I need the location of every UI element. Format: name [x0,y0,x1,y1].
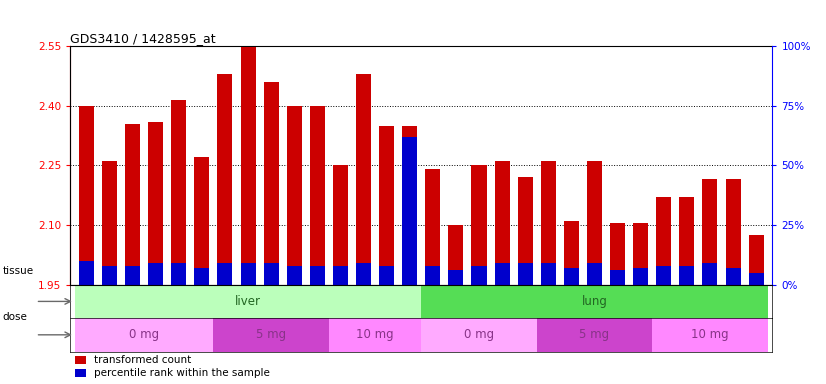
Bar [102,266,117,285]
Bar [725,268,741,285]
Bar [287,266,301,285]
Bar [125,124,140,285]
Bar [148,122,164,285]
Bar [379,126,394,285]
Bar [78,106,94,285]
Legend: transformed count, percentile rank within the sample: transformed count, percentile rank withi… [75,355,270,378]
Text: 0 mg: 0 mg [129,328,159,341]
Bar [194,268,209,285]
Bar [518,263,533,285]
Bar [379,266,394,285]
Bar [356,263,371,285]
Bar [679,197,695,285]
Bar [656,197,672,285]
Bar [564,268,579,285]
Bar [402,126,417,285]
Bar [541,263,556,285]
Bar [653,318,767,351]
Text: dose: dose [2,312,27,322]
Bar [333,166,348,285]
Bar [472,266,487,285]
Bar [702,263,718,285]
Bar [171,100,187,285]
Bar [748,235,764,285]
Bar [240,263,255,285]
Bar [495,263,510,285]
Bar [171,263,187,285]
Bar [587,263,602,285]
Bar [425,266,440,285]
Bar [425,169,440,285]
Bar [702,179,718,285]
Bar [102,161,117,285]
Bar [518,177,533,285]
Bar [679,266,695,285]
Bar [587,161,602,285]
Bar [125,266,140,285]
Bar [217,74,232,285]
Bar [310,266,325,285]
Text: 10 mg: 10 mg [356,328,394,341]
Bar [333,266,348,285]
Bar [449,225,463,285]
Bar [725,179,741,285]
Bar [310,106,325,285]
Bar [656,266,672,285]
Bar [217,263,232,285]
Bar [537,318,653,351]
Bar [194,157,209,285]
Text: 10 mg: 10 mg [691,328,729,341]
Text: tissue: tissue [2,266,34,276]
Bar [564,221,579,285]
Bar [421,318,537,351]
Bar [421,285,767,318]
Text: 0 mg: 0 mg [464,328,494,341]
Bar [495,161,510,285]
Bar [541,161,556,285]
Bar [610,223,625,285]
Bar [240,47,255,285]
Bar [148,263,164,285]
Text: GDS3410 / 1428595_at: GDS3410 / 1428595_at [70,32,216,45]
Bar [402,137,417,285]
Bar [634,268,648,285]
Text: liver: liver [235,295,261,308]
Bar [634,223,648,285]
Bar [75,318,213,351]
Bar [610,270,625,285]
Text: 5 mg: 5 mg [579,328,610,341]
Text: 5 mg: 5 mg [256,328,286,341]
Bar [748,273,764,285]
Bar [356,74,371,285]
Bar [213,318,329,351]
Bar [329,318,421,351]
Bar [472,166,487,285]
Bar [75,285,421,318]
Text: lung: lung [582,295,607,308]
Bar [263,82,278,285]
Bar [263,263,278,285]
Bar [78,261,94,285]
Bar [449,270,463,285]
Bar [287,106,301,285]
